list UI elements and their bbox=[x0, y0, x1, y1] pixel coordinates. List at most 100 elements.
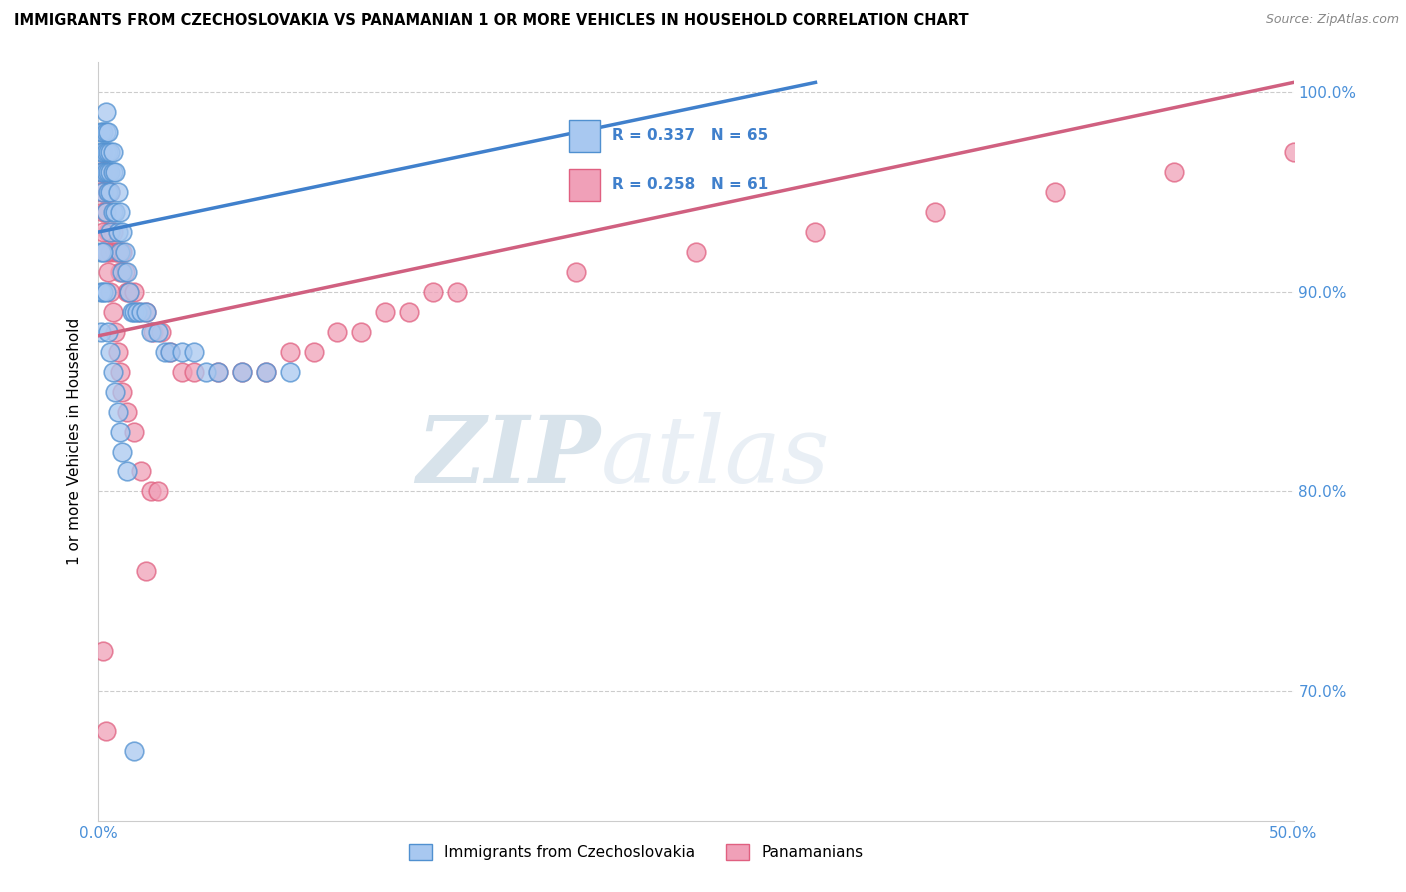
Point bbox=[90, 165, 112, 179]
Point bbox=[97, 225, 120, 239]
Point bbox=[125, 305, 148, 319]
Point bbox=[924, 205, 946, 219]
Point bbox=[94, 244, 117, 259]
Point bbox=[231, 365, 253, 379]
Point bbox=[97, 185, 120, 199]
Point bbox=[91, 225, 114, 239]
Point bbox=[91, 145, 114, 160]
Point bbox=[1043, 185, 1066, 199]
Point bbox=[350, 325, 373, 339]
Point bbox=[94, 125, 117, 139]
Point bbox=[159, 344, 181, 359]
Point bbox=[254, 365, 277, 379]
Point bbox=[101, 225, 124, 239]
Point bbox=[94, 165, 117, 179]
Point bbox=[131, 465, 153, 479]
Point bbox=[207, 365, 229, 379]
Point bbox=[108, 205, 131, 219]
Point bbox=[97, 265, 120, 279]
Point bbox=[90, 145, 112, 160]
Point bbox=[98, 244, 122, 259]
Point bbox=[91, 185, 114, 199]
Point bbox=[183, 365, 205, 379]
Text: Source: ZipAtlas.com: Source: ZipAtlas.com bbox=[1265, 13, 1399, 27]
Point bbox=[90, 185, 112, 199]
Point bbox=[124, 425, 146, 439]
Y-axis label: 1 or more Vehicles in Household: 1 or more Vehicles in Household bbox=[67, 318, 83, 566]
Point bbox=[101, 365, 124, 379]
Point bbox=[183, 344, 205, 359]
Point bbox=[131, 305, 153, 319]
Point bbox=[90, 165, 112, 179]
Point bbox=[107, 404, 129, 418]
Point bbox=[1282, 145, 1305, 160]
Point bbox=[90, 325, 112, 339]
Point bbox=[98, 285, 122, 299]
Point bbox=[91, 244, 114, 259]
Point bbox=[90, 125, 112, 139]
Point bbox=[278, 365, 301, 379]
Point bbox=[111, 225, 134, 239]
Point bbox=[104, 165, 127, 179]
Point bbox=[135, 564, 157, 578]
Point bbox=[108, 425, 131, 439]
Point bbox=[94, 145, 117, 160]
Text: ZIP: ZIP bbox=[416, 412, 600, 501]
Point bbox=[159, 344, 181, 359]
Point bbox=[94, 205, 117, 219]
Point bbox=[98, 225, 122, 239]
Point bbox=[90, 285, 112, 299]
Point bbox=[91, 125, 114, 139]
Point bbox=[139, 484, 162, 499]
Text: atlas: atlas bbox=[600, 412, 830, 501]
Point bbox=[97, 325, 120, 339]
Point bbox=[98, 185, 122, 199]
FancyBboxPatch shape bbox=[568, 120, 599, 152]
Point bbox=[115, 404, 138, 418]
Point bbox=[121, 305, 143, 319]
Point bbox=[398, 305, 420, 319]
Point bbox=[94, 205, 117, 219]
Point bbox=[685, 244, 707, 259]
Point bbox=[98, 344, 122, 359]
Point bbox=[231, 365, 253, 379]
Point bbox=[94, 285, 117, 299]
Point bbox=[98, 185, 122, 199]
Point bbox=[111, 265, 134, 279]
Point bbox=[111, 384, 134, 399]
Point bbox=[91, 205, 114, 219]
Point bbox=[97, 165, 120, 179]
Point bbox=[101, 145, 124, 160]
Point bbox=[142, 325, 165, 339]
Text: R = 0.258   N = 61: R = 0.258 N = 61 bbox=[612, 177, 768, 192]
Point bbox=[94, 165, 117, 179]
Point bbox=[91, 165, 114, 179]
Point bbox=[97, 145, 120, 160]
Point bbox=[104, 384, 127, 399]
Point bbox=[115, 285, 138, 299]
Point bbox=[135, 305, 157, 319]
Point bbox=[207, 365, 229, 379]
Point bbox=[114, 265, 136, 279]
Point bbox=[104, 325, 127, 339]
Point bbox=[1163, 165, 1185, 179]
Point bbox=[111, 244, 134, 259]
Point bbox=[108, 265, 131, 279]
Point bbox=[94, 723, 117, 738]
Point bbox=[374, 305, 396, 319]
FancyBboxPatch shape bbox=[568, 169, 599, 202]
Point bbox=[118, 285, 141, 299]
Point bbox=[155, 344, 177, 359]
Text: R = 0.337   N = 65: R = 0.337 N = 65 bbox=[612, 128, 768, 144]
Point bbox=[326, 325, 349, 339]
Point bbox=[124, 744, 146, 758]
Point bbox=[101, 205, 124, 219]
Point bbox=[107, 185, 129, 199]
Point bbox=[128, 305, 150, 319]
Text: IMMIGRANTS FROM CZECHOSLOVAKIA VS PANAMANIAN 1 OR MORE VEHICLES IN HOUSEHOLD COR: IMMIGRANTS FROM CZECHOSLOVAKIA VS PANAMA… bbox=[14, 13, 969, 29]
Point bbox=[172, 344, 194, 359]
Point bbox=[104, 244, 127, 259]
Point bbox=[148, 325, 170, 339]
Point bbox=[115, 465, 138, 479]
Point bbox=[104, 205, 127, 219]
